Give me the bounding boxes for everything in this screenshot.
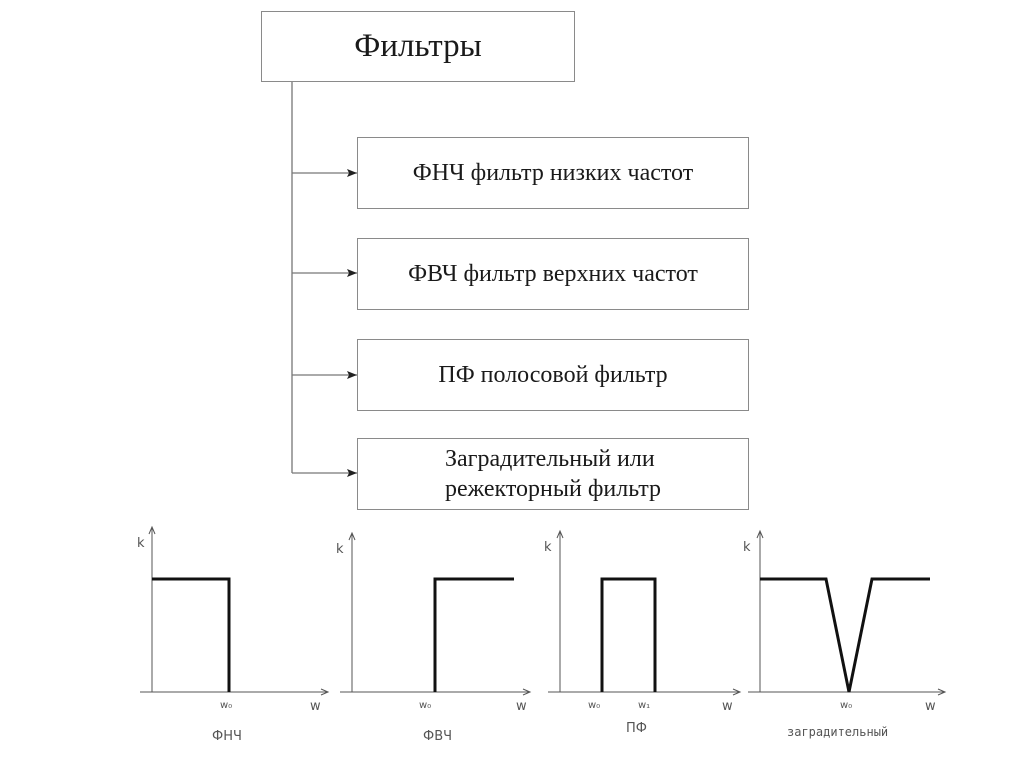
tick-label-w0: w₀ bbox=[840, 700, 852, 711]
y-axis-label: k bbox=[544, 540, 552, 555]
graph-bandpass: k w w₀ w₁ ПФ bbox=[544, 529, 742, 736]
tick-label-w0: w₀ bbox=[419, 700, 431, 711]
tick-label-w1: w₁ bbox=[638, 700, 650, 711]
x-axis-label: w bbox=[722, 699, 733, 714]
response-curve bbox=[433, 577, 514, 692]
y-axis-label: k bbox=[743, 540, 751, 555]
graph-bandstop: k w w₀ заградительный bbox=[743, 529, 947, 739]
y-axis-arrow bbox=[148, 525, 156, 535]
filter-box-lowpass: ФНЧ фильтр низких частот bbox=[357, 137, 749, 209]
connector-tree bbox=[291, 82, 357, 477]
filter-label: ФВЧ фильтр верхних частот bbox=[408, 261, 698, 287]
title-box: Фильтры bbox=[261, 11, 575, 82]
x-axis-label: w bbox=[925, 699, 936, 714]
y-axis-label: k bbox=[336, 542, 344, 557]
graph-caption: заградительный bbox=[787, 725, 888, 739]
response-curve bbox=[600, 577, 657, 692]
graph-caption: ПФ bbox=[626, 721, 647, 736]
graph-lowpass: k w w₀ ФНЧ bbox=[137, 525, 330, 744]
filter-box-highpass: ФВЧ фильтр верхних частот bbox=[357, 238, 749, 310]
x-axis-label: w bbox=[516, 699, 527, 714]
filter-label: ПФ полосовой фильтр bbox=[438, 362, 668, 388]
title-text: Фильтры bbox=[354, 28, 482, 64]
graph-caption: ФНЧ bbox=[212, 729, 242, 744]
y-axis-arrow bbox=[556, 529, 564, 539]
y-axis-arrow bbox=[348, 531, 356, 541]
filter-box-bandstop: Заградительный или режекторный фильтр bbox=[357, 438, 749, 510]
x-axis-arrow bbox=[320, 688, 330, 696]
filter-label: ФНЧ фильтр низких частот bbox=[412, 160, 694, 186]
x-axis-label: w bbox=[310, 699, 321, 714]
tick-label-w0: w₀ bbox=[588, 700, 600, 711]
filter-label: Заградительный или режекторный фильтр bbox=[444, 446, 662, 502]
x-axis-arrow bbox=[732, 688, 742, 696]
graph-highpass: k w w₀ ФВЧ bbox=[336, 531, 532, 744]
x-axis-arrow bbox=[522, 688, 532, 696]
filter-box-bandpass: ПФ полосовой фильтр bbox=[357, 339, 749, 411]
response-curve bbox=[760, 577, 930, 693]
y-axis-label: k bbox=[137, 536, 145, 551]
graph-caption: ФВЧ bbox=[423, 729, 452, 744]
tick-label-w0: w₀ bbox=[220, 700, 232, 711]
response-curve bbox=[152, 577, 231, 692]
x-axis-arrow bbox=[937, 688, 947, 696]
y-axis-arrow bbox=[756, 529, 764, 539]
